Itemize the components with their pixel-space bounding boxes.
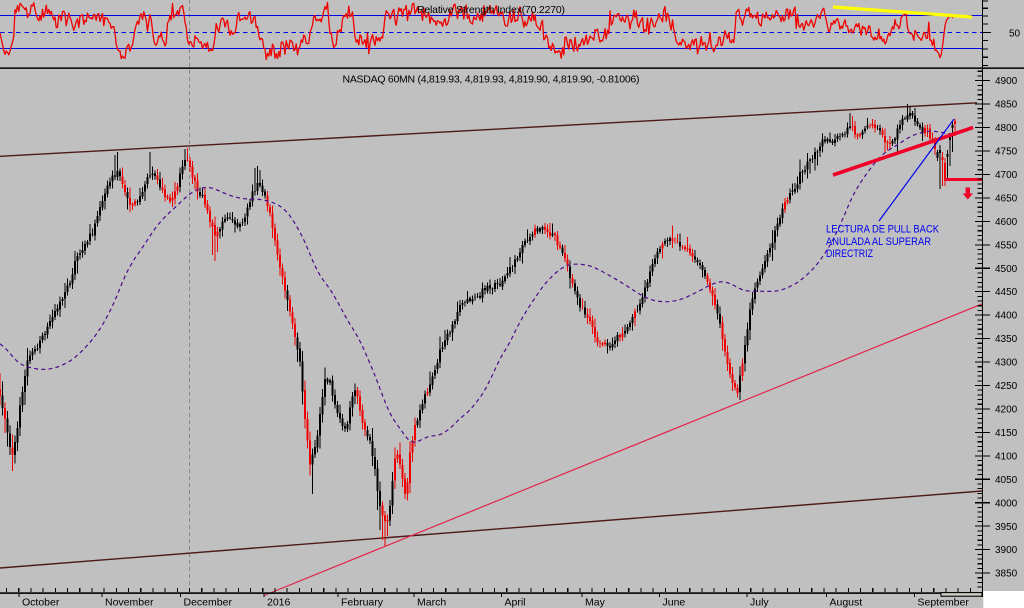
svg-text:4550: 4550: [995, 240, 1018, 251]
svg-text:4900: 4900: [995, 76, 1018, 87]
svg-text:3850: 3850: [995, 569, 1018, 580]
svg-text:LECTURA DE PULL BACK: LECTURA DE PULL BACK: [826, 224, 940, 236]
svg-text:March: March: [417, 597, 446, 608]
svg-text:4750: 4750: [995, 147, 1018, 158]
svg-text:4850: 4850: [995, 100, 1018, 111]
svg-text:50: 50: [1009, 28, 1021, 39]
svg-text:4650: 4650: [995, 193, 1018, 204]
svg-text:4700: 4700: [995, 170, 1018, 181]
svg-text:4150: 4150: [995, 428, 1018, 439]
svg-text:4600: 4600: [995, 217, 1018, 228]
svg-text:4400: 4400: [995, 311, 1018, 322]
svg-text:4250: 4250: [995, 381, 1018, 392]
svg-text:October: October: [22, 597, 60, 608]
svg-text:DIRECTRIZ: DIRECTRIZ: [826, 248, 873, 260]
svg-text:3900: 3900: [995, 545, 1018, 556]
svg-text:NASDAQ 60MN (4,819.93, 4,819.9: NASDAQ 60MN (4,819.93, 4,819.93, 4,819.9…: [343, 74, 640, 86]
svg-text:4050: 4050: [995, 475, 1018, 486]
svg-text:December: December: [184, 597, 233, 608]
svg-text:4450: 4450: [995, 287, 1018, 298]
svg-text:September: September: [918, 597, 970, 608]
svg-text:4300: 4300: [995, 358, 1018, 369]
svg-text:February: February: [341, 597, 384, 608]
svg-text:4350: 4350: [995, 334, 1018, 345]
svg-text:4500: 4500: [995, 264, 1018, 275]
svg-text:April: April: [505, 597, 526, 608]
svg-text:July: July: [750, 597, 769, 608]
svg-text:4200: 4200: [995, 405, 1018, 416]
svg-text:3950: 3950: [995, 522, 1018, 533]
svg-text:4100: 4100: [995, 451, 1018, 462]
svg-text:ANULADA AL SUPERAR: ANULADA AL SUPERAR: [826, 236, 931, 248]
svg-text:4800: 4800: [995, 123, 1018, 134]
svg-text:Relative Strength Index(70.227: Relative Strength Index(70.2270): [417, 4, 565, 16]
svg-text:August: August: [830, 597, 863, 608]
svg-text:2016: 2016: [267, 597, 291, 608]
svg-text:4000: 4000: [995, 498, 1018, 509]
svg-text:June: June: [663, 597, 686, 608]
svg-text:May: May: [585, 597, 606, 608]
svg-text:November: November: [105, 597, 154, 608]
